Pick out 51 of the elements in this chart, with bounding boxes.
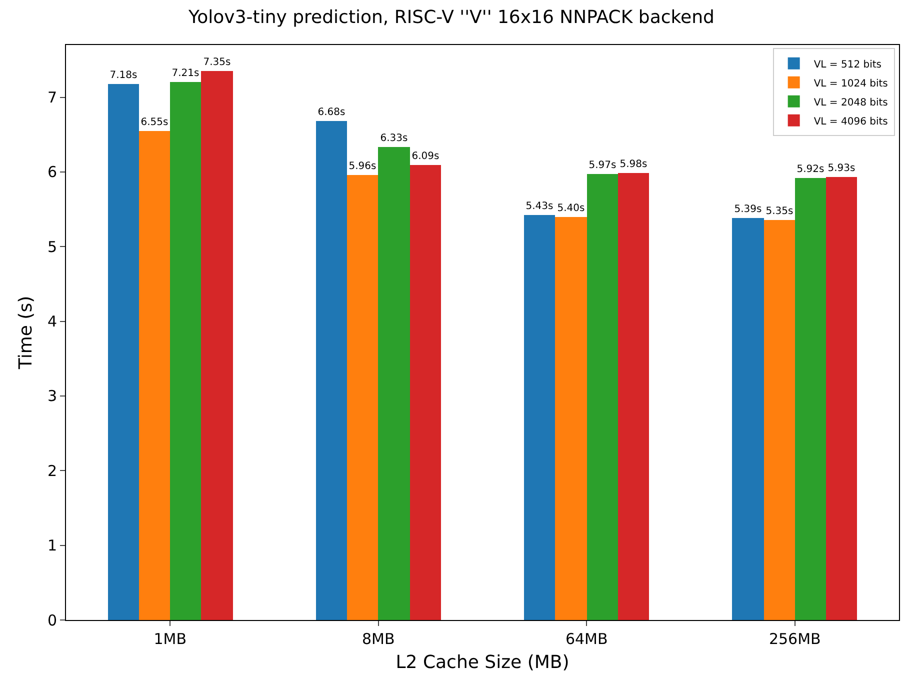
data-label: 6.68s [318, 107, 346, 118]
bar [826, 177, 857, 620]
bar [316, 121, 347, 620]
bar [108, 84, 139, 620]
data-label: 7.21s [172, 68, 200, 79]
legend-label: VL = 1024 bits [814, 78, 888, 90]
data-label: 5.43s [526, 201, 554, 212]
bar [555, 217, 587, 620]
y-tick-label: 6 [47, 163, 57, 182]
x-tick-label: 256MB [768, 630, 821, 648]
data-label: 7.18s [110, 70, 138, 81]
data-label: 6.55s [140, 117, 168, 128]
y-tick-label: 1 [47, 536, 57, 555]
y-tick-label: 4 [47, 312, 57, 331]
bar [410, 165, 441, 620]
x-axis-title: L2 Cache Size (MB) [396, 652, 570, 674]
bar [201, 71, 233, 620]
bar [378, 147, 410, 620]
data-label: 5.39s [734, 204, 762, 215]
data-label: 5.98s [620, 159, 648, 170]
data-label: 5.35s [766, 206, 794, 217]
y-axis-title: Time (s) [16, 296, 37, 370]
y-tick-label: 2 [47, 462, 57, 480]
bar [139, 131, 170, 620]
data-label: 6.09s [412, 151, 440, 162]
y-tick-label: 0 [47, 611, 57, 630]
data-label: 5.40s [557, 203, 585, 214]
y-tick-label: 5 [47, 238, 57, 256]
data-label: 7.35s [203, 57, 231, 68]
bar [618, 173, 649, 620]
y-tick-label: 7 [47, 88, 57, 107]
bar [764, 220, 795, 620]
legend-label: VL = 2048 bits [814, 97, 888, 108]
bar [732, 218, 764, 620]
data-label: 6.33s [380, 133, 408, 144]
data-label: 5.92s [796, 164, 824, 175]
data-label: 5.93s [828, 163, 856, 174]
data-label: 5.97s [588, 160, 616, 171]
legend-label: VL = 4096 bits [814, 116, 888, 128]
x-tick-label: 8MB [362, 630, 395, 648]
bar [795, 178, 826, 620]
bar [587, 174, 618, 620]
bar [347, 175, 378, 620]
y-tick-label: 3 [47, 387, 57, 406]
bar [524, 215, 555, 620]
x-tick-label: 1MB [154, 630, 187, 648]
bar [170, 82, 201, 620]
data-label: 5.96s [348, 161, 376, 172]
chart-title: Yolov3-tiny prediction, RISC-V ''V'' 16x16 NNPACK backend [188, 6, 714, 28]
x-tick-label: 64MB [565, 630, 608, 648]
legend-label: VL = 512 bits [814, 59, 882, 70]
